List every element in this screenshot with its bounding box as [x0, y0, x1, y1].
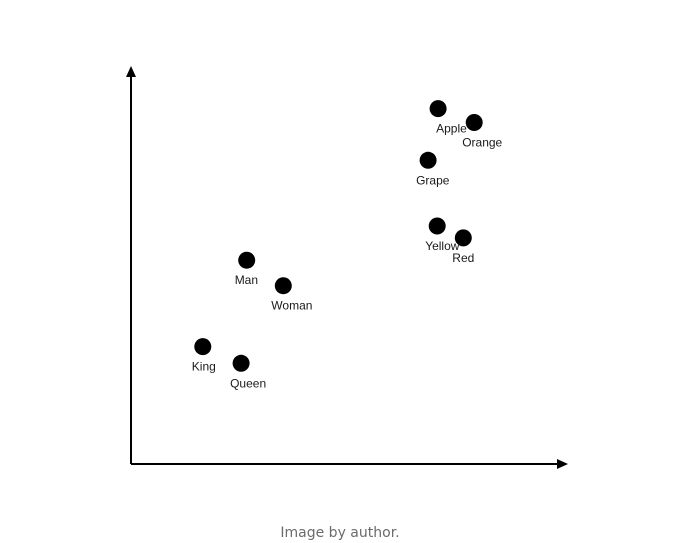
point-apple	[429, 100, 447, 118]
point-label-red: Red	[452, 251, 474, 265]
point-label-yellow: Yellow	[425, 239, 460, 253]
point-yellow	[428, 217, 446, 235]
data-points	[194, 100, 483, 372]
point-woman	[274, 277, 292, 295]
point-label-king: King	[192, 360, 216, 374]
x-axis-arrowhead	[557, 459, 568, 469]
image-caption: Image by author.	[280, 525, 400, 541]
point-label-queen: Queen	[230, 376, 266, 390]
point-king	[194, 338, 212, 356]
point-label-grape: Grape	[416, 173, 450, 187]
point-grape	[419, 151, 437, 169]
point-orange	[465, 114, 483, 131]
chart-axes	[126, 66, 568, 469]
point-label-apple: Apple	[436, 122, 467, 136]
point-red	[454, 229, 472, 247]
point-label-woman: Woman	[271, 299, 312, 313]
point-label-orange: Orange	[462, 136, 502, 150]
y-axis-arrowhead	[126, 66, 136, 77]
point-queen	[232, 354, 250, 372]
point-man	[238, 251, 256, 269]
point-label-man: Man	[235, 273, 258, 287]
